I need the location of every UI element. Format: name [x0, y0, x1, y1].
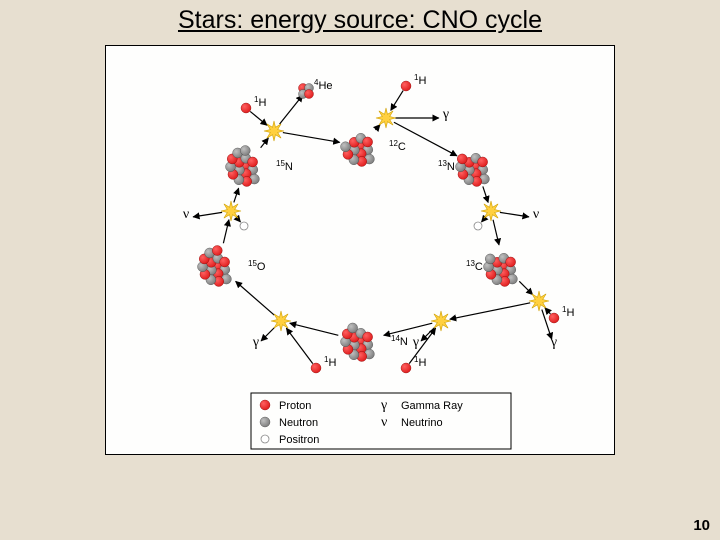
- neutron-sphere: [240, 146, 250, 156]
- arrow: [223, 220, 229, 243]
- arrow: [483, 186, 488, 202]
- stars-layer: [221, 108, 549, 331]
- arrow: [280, 95, 303, 124]
- arrow: [286, 328, 312, 363]
- arrow: [500, 212, 529, 217]
- nucleus-label: 14N: [391, 334, 408, 348]
- arrow: [482, 218, 486, 222]
- legend-symlabel: Gamma Ray: [401, 400, 463, 412]
- neutron-sphere: [341, 142, 351, 152]
- arrow: [545, 308, 550, 314]
- arrow: [237, 218, 241, 222]
- body-label: 4He: [314, 78, 333, 92]
- reaction-star: [431, 311, 451, 331]
- nucleus-N13: 13N: [438, 153, 489, 186]
- proton-sphere: [241, 103, 251, 113]
- nucleus-label: 12C: [389, 139, 406, 153]
- arrow: [234, 188, 239, 202]
- arrow: [290, 323, 339, 335]
- nucleus-N14: 14N: [341, 323, 408, 362]
- reaction-star: [529, 291, 549, 311]
- arrow: [391, 91, 403, 111]
- arrow: [193, 212, 222, 217]
- symbol-gamma2: γ: [550, 335, 557, 350]
- legend-symbol: ν: [381, 415, 387, 430]
- symbol-gamma3: γ: [412, 335, 419, 350]
- legend-label: Neutron: [279, 417, 318, 429]
- proton-sphere: [506, 257, 516, 267]
- proton-sphere: [401, 363, 411, 373]
- proton-sphere: [457, 154, 467, 164]
- proton-sphere: [549, 313, 559, 323]
- arrow: [261, 138, 269, 148]
- nucleus-label: 15N: [276, 159, 293, 173]
- reaction-star: [264, 121, 284, 141]
- proton-sphere: [401, 81, 411, 91]
- arrow: [250, 111, 267, 125]
- neutron-sphere: [485, 254, 495, 264]
- nucleus-C13: 13C: [466, 253, 517, 286]
- positron: [474, 222, 482, 230]
- legend-symbol: γ: [380, 398, 387, 413]
- nucleus-label: 13N: [438, 159, 455, 173]
- symbol-nu2: ν: [183, 207, 189, 222]
- cno-cycle-svg: 12C13N13C14N15N15O1H1H1H1H1H4HeγνγγγνPro…: [106, 46, 614, 454]
- proton-sphere: [363, 137, 373, 147]
- arrow: [519, 281, 532, 294]
- arrow: [261, 327, 275, 341]
- neutron-sphere: [348, 323, 358, 333]
- body-label: 1H: [414, 355, 426, 369]
- body-label: 1H: [414, 73, 426, 87]
- page-title: Stars: energy source: CNO cycle: [0, 6, 720, 35]
- neutron-sphere: [260, 417, 270, 427]
- arrow: [236, 281, 275, 315]
- positron: [240, 222, 248, 230]
- proton-sphere: [311, 363, 321, 373]
- body-label: 1H: [324, 355, 336, 369]
- legend-symlabel: Neutrino: [401, 417, 443, 429]
- proton-sphere: [478, 157, 488, 167]
- proton-sphere: [305, 90, 314, 99]
- nucleus-label: 15O: [248, 259, 266, 273]
- proton-sphere: [212, 246, 222, 256]
- page-number: 10: [693, 517, 710, 534]
- arrow: [375, 125, 380, 130]
- symbol-gamma1: γ: [442, 107, 449, 122]
- diagram-canvas: 12C13N13C14N15N15O1H1H1H1H1H4HeγνγγγνPro…: [105, 45, 615, 455]
- arrow: [283, 133, 340, 143]
- proton-sphere: [248, 157, 258, 167]
- symbol-nu1: ν: [533, 207, 539, 222]
- proton-sphere: [363, 332, 373, 342]
- legend: Proton γ Gamma Ray Neutron ν Neutrino Positron: [251, 393, 511, 449]
- legend-label: Proton: [279, 400, 311, 412]
- nucleus-label: 13C: [466, 259, 483, 273]
- body-label: 1H: [562, 305, 574, 319]
- body-label: 1H: [254, 95, 266, 109]
- symbol-gamma4: γ: [252, 335, 259, 350]
- nucleus-O15: 15O: [198, 246, 266, 287]
- reaction-star: [481, 201, 501, 221]
- nucleus-C12: 12C: [341, 133, 406, 166]
- proton-sphere: [220, 257, 230, 267]
- reaction-star: [221, 201, 241, 221]
- arrow: [450, 303, 530, 319]
- arrow: [493, 220, 499, 245]
- proton-sphere: [260, 400, 270, 410]
- reaction-star: [271, 311, 291, 331]
- reaction-star: [376, 108, 396, 128]
- legend-label: Positron: [279, 434, 319, 446]
- nucleus-N15: 15N: [226, 146, 293, 187]
